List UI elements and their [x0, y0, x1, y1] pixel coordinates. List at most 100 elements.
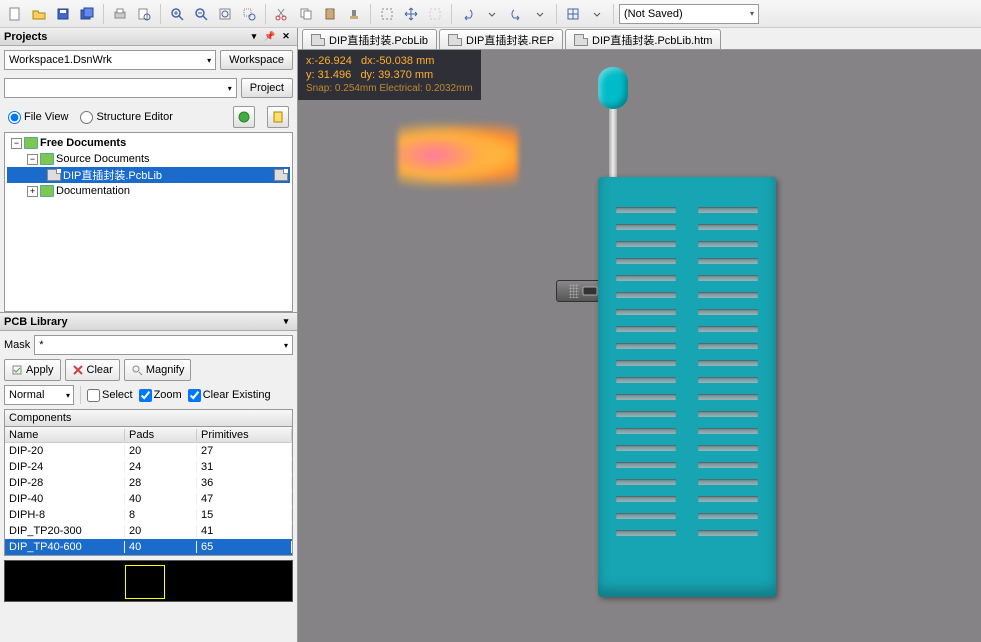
open-icon[interactable]	[28, 3, 50, 25]
print-preview-icon[interactable]	[133, 3, 155, 25]
pin-slot	[616, 292, 676, 298]
table-row[interactable]: DIPH-8815	[5, 507, 292, 523]
projects-title: Projects	[4, 31, 47, 43]
tree-toggle-icon[interactable]: +	[27, 186, 38, 197]
mask-input[interactable]: *	[34, 335, 293, 355]
pin-slot	[616, 224, 676, 230]
pin-slot	[698, 394, 758, 400]
redo-drop-icon[interactable]	[529, 3, 551, 25]
pin-slot	[616, 496, 676, 502]
pin-column-right	[698, 207, 758, 577]
doc-options-icon[interactable]	[267, 106, 289, 128]
footprint-preview	[4, 560, 293, 602]
lever-knob	[598, 67, 628, 109]
tree-docs[interactable]: + Documentation	[7, 183, 290, 199]
workspace-button[interactable]: Workspace	[220, 50, 293, 70]
undo-icon[interactable]	[457, 3, 479, 25]
pin-slot	[616, 275, 676, 281]
pin-slot	[698, 428, 758, 434]
deselect-icon[interactable]	[424, 3, 446, 25]
grid-icon[interactable]	[562, 3, 584, 25]
zoom-in-icon[interactable]	[166, 3, 188, 25]
structure-editor-radio[interactable]: Structure Editor	[80, 111, 172, 124]
tree-root[interactable]: − Free Documents	[7, 135, 290, 151]
cut-icon[interactable]	[271, 3, 293, 25]
pin-slot	[698, 224, 758, 230]
print-icon[interactable]	[109, 3, 131, 25]
magnify-button[interactable]: Magnify	[124, 359, 192, 381]
components-header: Components	[4, 409, 293, 427]
mode-combo[interactable]: Normal	[4, 385, 74, 405]
pin-slot	[616, 462, 676, 468]
panel-dropdown-icon[interactable]: ▾	[279, 315, 293, 329]
table-row[interactable]: DIP_TP40-6004065	[5, 539, 292, 555]
components-grid[interactable]: Name Pads Primitives DIP-202027DIP-24243…	[4, 427, 293, 556]
rubber-stamp-icon[interactable]	[343, 3, 365, 25]
3d-viewport[interactable]: x:-26.924 dx:-50.038 mm y: 31.496 dy: 39…	[298, 50, 981, 642]
copy-icon[interactable]	[295, 3, 317, 25]
tab-htm[interactable]: DIP直插封装.PcbLib.htm	[565, 29, 721, 49]
pin-slot	[616, 530, 676, 536]
select-checkbox[interactable]: Select	[87, 389, 133, 402]
clear-button[interactable]: Clear	[65, 359, 120, 381]
pin-slot	[616, 258, 676, 264]
move-icon[interactable]	[400, 3, 422, 25]
project-tree[interactable]: − Free Documents − Source Documents DIP直…	[4, 132, 293, 312]
zoom-out-icon[interactable]	[190, 3, 212, 25]
preview-component	[125, 565, 165, 599]
tab-rep[interactable]: DIP直插封装.REP	[439, 29, 563, 49]
file-view-radio[interactable]: File View	[8, 111, 68, 124]
select-all-icon[interactable]	[376, 3, 398, 25]
tab-pcblib[interactable]: DIP直插封装.PcbLib	[302, 29, 437, 49]
zoom-fit-icon[interactable]	[214, 3, 236, 25]
pin-slot	[616, 428, 676, 434]
pin-slot	[616, 479, 676, 485]
tree-source[interactable]: − Source Documents	[7, 151, 290, 167]
compile-icon[interactable]	[233, 106, 255, 128]
folder-icon	[40, 153, 54, 165]
pin-slot	[616, 377, 676, 383]
saved-combo[interactable]: (Not Saved)	[619, 4, 759, 24]
new-icon[interactable]	[4, 3, 26, 25]
pin-slot	[698, 462, 758, 468]
project-combo[interactable]	[4, 78, 237, 98]
paste-icon[interactable]	[319, 3, 341, 25]
grid-header-row[interactable]: Name Pads Primitives	[5, 427, 292, 443]
zif-socket-3d	[598, 67, 778, 617]
table-row[interactable]: DIP-404047	[5, 491, 292, 507]
workspace-combo[interactable]: Workspace1.DsnWrk	[4, 50, 216, 70]
pin-slot	[616, 360, 676, 366]
tree-toggle-icon[interactable]: −	[27, 154, 38, 165]
undo-drop-icon[interactable]	[481, 3, 503, 25]
col-name[interactable]: Name	[5, 429, 125, 441]
pcblib-file-icon	[47, 169, 61, 181]
pin-slot	[616, 326, 676, 332]
zoom-checkbox[interactable]: Zoom	[139, 389, 182, 402]
table-row[interactable]: DIP-282836	[5, 475, 292, 491]
col-prims[interactable]: Primitives	[197, 429, 292, 441]
pin-slot	[698, 275, 758, 281]
panel-pin-icon[interactable]: 📌	[263, 30, 277, 44]
save-icon[interactable]	[52, 3, 74, 25]
document-tabs: DIP直插封装.PcbLib DIP直插封装.REP DIP直插封装.PcbLi…	[298, 28, 981, 50]
grid-drop-icon[interactable]	[586, 3, 608, 25]
apply-button[interactable]: Apply	[4, 359, 61, 381]
pin-slot	[698, 411, 758, 417]
clear-existing-checkbox[interactable]: Clear Existing	[188, 389, 271, 402]
pin-slot	[698, 343, 758, 349]
pin-slot	[698, 241, 758, 247]
redo-icon[interactable]	[505, 3, 527, 25]
grip-icon[interactable]	[569, 284, 579, 298]
pin-slot	[698, 360, 758, 366]
zoom-area-icon[interactable]	[238, 3, 260, 25]
tree-toggle-icon[interactable]: −	[11, 138, 22, 149]
table-row[interactable]: DIP_TP20-3002041	[5, 523, 292, 539]
panel-close-icon[interactable]: ✕	[279, 30, 293, 44]
table-row[interactable]: DIP-242431	[5, 459, 292, 475]
project-button[interactable]: Project	[241, 78, 293, 98]
tree-file-selected[interactable]: DIP直插封装.PcbLib	[7, 167, 290, 183]
table-row[interactable]: DIP-202027	[5, 443, 292, 459]
save-all-icon[interactable]	[76, 3, 98, 25]
panel-dropdown-icon[interactable]: ▾	[247, 30, 261, 44]
col-pads[interactable]: Pads	[125, 429, 197, 441]
